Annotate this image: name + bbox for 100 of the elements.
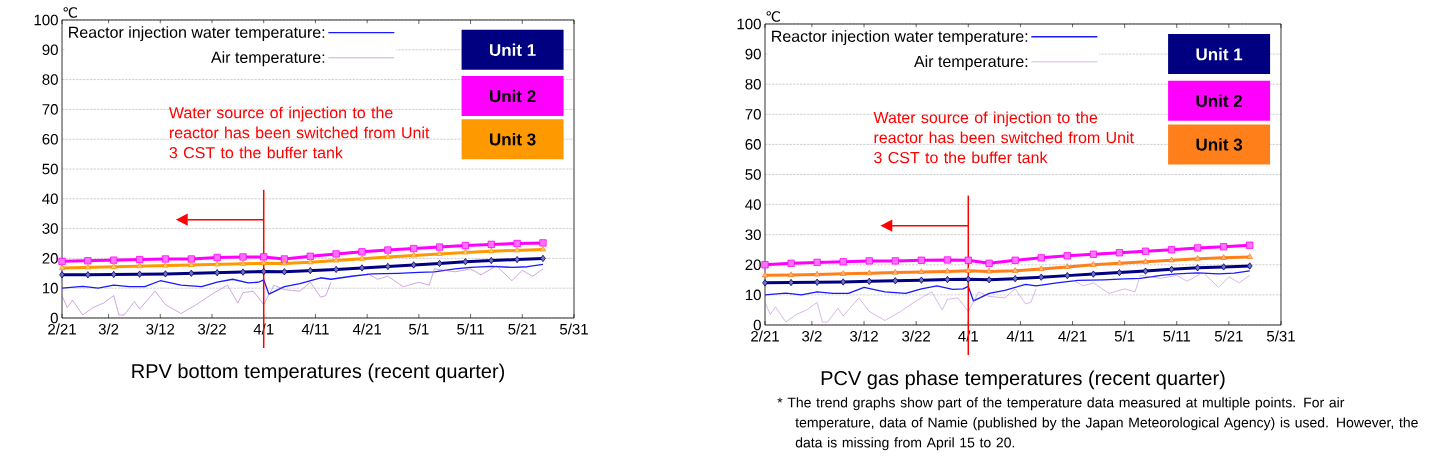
- text: Unit 1: [1196, 47, 1243, 61]
- y-tick-label: 30: [42, 223, 58, 234]
- point: [281, 259, 288, 266]
- x-tick-label: 4/11: [301, 323, 329, 335]
- text: Unit 1: [489, 43, 536, 57]
- y-tick-label: 70: [42, 104, 58, 115]
- point: [213, 253, 221, 262]
- point: [260, 253, 268, 261]
- point: [136, 255, 144, 264]
- legend-label: Reactor injection water temperature:: [69, 26, 325, 42]
- ref-line-label: Water source of injection to the reactor has been switched from Unit 3 CST to the buffer tank: [168, 106, 430, 159]
- point: [214, 260, 221, 267]
- point: [539, 245, 547, 252]
- text: Unit 3: [489, 132, 536, 146]
- y-tick-label: 0: [50, 312, 58, 324]
- x-tick-label: 5/21: [508, 323, 537, 335]
- point: [358, 255, 366, 261]
- point: [1116, 269, 1123, 277]
- point: [1194, 255, 1201, 261]
- point: [239, 253, 247, 261]
- point: [1012, 267, 1019, 273]
- legend-label: Air temperature:: [914, 55, 1028, 71]
- y-tick-label: 30: [745, 229, 761, 240]
- point: [1037, 254, 1045, 262]
- text: Unit 3: [1196, 138, 1243, 151]
- point: [161, 255, 170, 263]
- point: [136, 262, 143, 269]
- legend-label: Reactor injection water temperature:: [772, 30, 1028, 46]
- point: [540, 254, 546, 262]
- y-tick-label: 80: [745, 78, 761, 90]
- point: [1064, 263, 1071, 269]
- point: [965, 267, 972, 273]
- y-tick-label: 40: [745, 199, 761, 210]
- point: [136, 270, 143, 278]
- x-tick-label: 3/12: [850, 330, 878, 342]
- point: [110, 270, 117, 279]
- point: [410, 261, 417, 269]
- point: [1141, 247, 1150, 255]
- point: [332, 256, 340, 263]
- point: [358, 248, 366, 256]
- y-tick-label: 70: [745, 108, 761, 120]
- point: [239, 260, 247, 266]
- point: [461, 241, 469, 250]
- point: [814, 278, 820, 286]
- point: [307, 258, 314, 265]
- text: PCV gas phase temperatures (recent quarter): [821, 370, 1225, 390]
- y-tick-label: 10: [42, 282, 58, 294]
- y-tick-label: 100: [737, 18, 761, 30]
- point: [986, 276, 992, 284]
- point: [965, 275, 972, 283]
- point: [1064, 272, 1071, 280]
- point: [1142, 258, 1149, 264]
- point: [1246, 253, 1253, 259]
- point: [162, 270, 169, 278]
- ref-line-label: Water source of injection to the reactor has been switched from Unit 3 CST to the buffer tank: [873, 111, 1134, 164]
- text: RPV bottom temperatures (recent quarter): [132, 363, 505, 383]
- text: * The trend graphs show part of the temperature data measured at multiple points. For air temperature, data of Namie (published by the Japan Meteorological Agency) is used. However, the data is missing from April 15 to 20.: [777, 397, 1418, 451]
- x-tick-label: 5/1: [1114, 330, 1135, 342]
- point: [1038, 273, 1045, 281]
- point: [944, 275, 951, 284]
- x-tick-label: 5/11: [457, 323, 484, 335]
- point: [865, 257, 873, 265]
- point: [214, 269, 220, 277]
- y-tick-label: 50: [745, 169, 761, 180]
- point: [487, 240, 495, 248]
- point: [964, 256, 972, 264]
- point: [918, 268, 925, 275]
- x-tick-label: 4/21: [1058, 330, 1087, 342]
- point: [917, 256, 925, 264]
- x-tick-label: 3/12: [146, 323, 175, 335]
- point: [384, 246, 392, 254]
- point: [260, 259, 267, 266]
- point: [985, 267, 993, 274]
- point: [462, 258, 469, 266]
- x-tick-label: 3/22: [902, 330, 930, 342]
- point: [918, 276, 925, 284]
- point: [1142, 267, 1149, 275]
- point: [866, 277, 873, 285]
- y-tick-label: 60: [745, 139, 761, 150]
- y-tick-label: 0: [753, 319, 761, 331]
- x-tick-label: 5/31: [1267, 330, 1295, 342]
- point: [1220, 263, 1227, 271]
- point: [240, 268, 246, 276]
- point: [513, 246, 521, 253]
- text: Unit 2: [489, 89, 536, 103]
- point: [384, 253, 391, 259]
- point: [1012, 275, 1018, 283]
- point: [281, 268, 288, 276]
- x-tick-label: 3/22: [197, 323, 226, 335]
- point: [985, 259, 993, 267]
- x-tick-label: 4/11: [1006, 330, 1034, 342]
- point: [892, 277, 899, 285]
- x-tick-label: 3/2: [802, 330, 822, 342]
- point: [110, 256, 118, 264]
- x-tick-label: 5/11: [1163, 330, 1191, 342]
- y-tick-label: 80: [42, 74, 58, 85]
- y-tick-label: 90: [42, 44, 58, 56]
- y-axis-title: ℃: [63, 7, 77, 18]
- point: [539, 239, 547, 247]
- point: [1089, 250, 1097, 258]
